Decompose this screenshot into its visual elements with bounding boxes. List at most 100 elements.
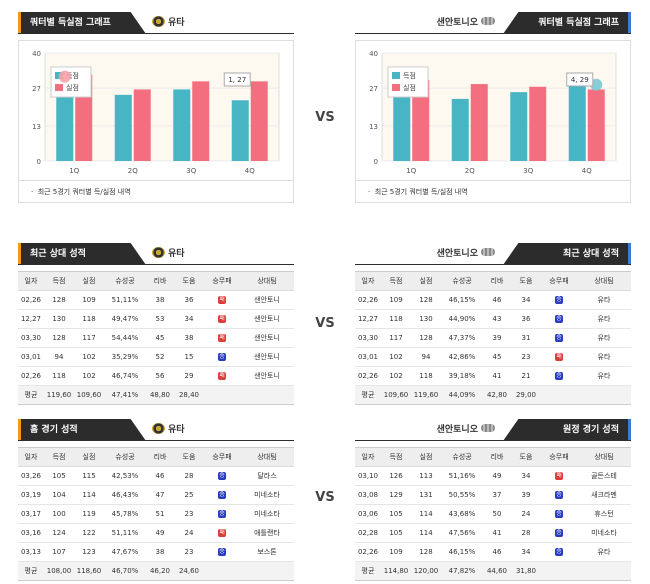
team-label: 샌안토니오 [437, 243, 495, 265]
table-cell: 41 [483, 366, 511, 386]
y-tick-label: 40 [369, 50, 378, 58]
table-cell: 38 [146, 542, 174, 562]
table-header-row: 일자 득점 실점 슈성공 리바 도움 승무패 상대팀 [355, 271, 631, 291]
bar-score [568, 82, 586, 161]
table-row: 02,28 105 114 47,56% 41 28 승 미네소타 [355, 523, 631, 543]
table-cell: 03,16 [18, 523, 44, 543]
table-cell: 02,26 [18, 290, 44, 310]
table-cell: 02,26 [355, 290, 381, 310]
home-games-title: 홈 경기 성적 [18, 419, 146, 441]
table-cell: 28 [174, 466, 204, 486]
result-badge: 승 [218, 491, 226, 499]
table-cell: 56 [146, 366, 174, 386]
bar-score [393, 88, 411, 161]
average-cell: 47,82% [441, 561, 483, 581]
quarter-chart: 0 13 27 40 1Q 2Q 3Q 4Q 득점 실점 4, 29 [355, 40, 631, 180]
table-cell: 03,01 [18, 347, 44, 367]
table-cell: 115 [74, 466, 104, 486]
result-badge: 패 [218, 315, 226, 323]
table-cell: 47,67% [104, 542, 146, 562]
x-tick-label: 1Q [69, 167, 79, 175]
bar-allowed [412, 80, 430, 161]
table-row: 03,10 126 113 51,16% 49 34 패 골든스테 [355, 466, 631, 486]
result-badge: 승 [555, 491, 563, 499]
table-cell: 03,13 [18, 542, 44, 562]
average-cell: 118,60 [74, 561, 104, 581]
column-header: 일자 [355, 271, 381, 291]
x-tick-label: 1Q [406, 167, 416, 175]
table-row: 02,26 128 109 51,11% 38 36 패 샌안토니 [18, 290, 294, 310]
table-cell: 109 [74, 290, 104, 310]
column-header: 일자 [18, 271, 44, 291]
table-cell: 35,29% [104, 347, 146, 367]
table-cell: 41 [483, 523, 511, 543]
quarter-chart: 0 13 27 40 1Q 2Q 3Q 4Q 득점 실점 1, 27 [18, 40, 294, 180]
table-cell: 107 [44, 542, 74, 562]
table-cell: 50,55% [441, 485, 483, 505]
table-cell: 03,01 [355, 347, 381, 367]
recent-title: 최근 상대 성적 [503, 243, 631, 265]
table-header-row: 일자 득점 실점 슈성공 리바 도움 승무패 상대팀 [355, 447, 631, 467]
table-cell: 25 [174, 485, 204, 505]
table-cell: 12,27 [355, 309, 381, 329]
table-cell: 34 [174, 309, 204, 329]
column-header: 리바 [483, 447, 511, 467]
table-cell: 21 [511, 366, 541, 386]
table-cell: 03,06 [355, 504, 381, 524]
table-cell: 44,90% [441, 309, 483, 329]
stats-table: 일자 득점 실점 슈성공 리바 도움 승무패 상대팀 03,10 126 113 51,16% 49 34… [355, 447, 631, 581]
recent-title: 최근 상대 성적 [18, 243, 146, 265]
y-tick-label: 40 [32, 50, 41, 58]
result-badge: 패 [218, 372, 226, 380]
table-row: 03,30 128 117 54,44% 45 38 패 샌안토니 [18, 328, 294, 348]
quarter-chart-title: 쿼터별 득실점 그래프 [18, 12, 146, 34]
table-cell: 46,15% [441, 542, 483, 562]
table-header-row: 일자 득점 실점 슈성공 리바 도움 승무패 상대팀 [18, 271, 294, 291]
table-cell: 45,78% [104, 504, 146, 524]
table-cell: 샌안토니 [240, 290, 294, 310]
tooltip-text: 4, 29 [571, 76, 589, 84]
jazz-logo-icon [152, 16, 165, 27]
table-cell: 03,17 [18, 504, 44, 524]
result-badge: 패 [218, 529, 226, 537]
table-cell: 53 [146, 309, 174, 329]
table-row: 03,08 129 131 50,55% 37 39 승 새크라멘 [355, 485, 631, 505]
table-cell: 105 [44, 466, 74, 486]
column-header: 승무패 [204, 447, 240, 467]
x-tick-label: 2Q [465, 167, 475, 175]
vs-label: VS [315, 490, 335, 505]
recent-left-panel: 최근 상대 성적 유타 일자 득점 실점 슈성공 리바 도움 승무패 상대팀 02,26 128 1… [18, 243, 294, 405]
bar-allowed [250, 81, 268, 161]
average-cell: 108,00 [44, 561, 74, 581]
table-cell: 유타 [577, 309, 631, 329]
table-cell: 03,26 [18, 466, 44, 486]
table-cell: 128 [411, 290, 441, 310]
table-row: 02,26 102 118 39,18% 41 21 승 유타 [355, 366, 631, 386]
table-header-row: 일자 득점 실점 슈성공 리바 도움 승무패 상대팀 [18, 447, 294, 467]
table-cell: 128 [411, 542, 441, 562]
table-row: 03,30 117 128 47,37% 39 31 승 유타 [355, 328, 631, 348]
table-cell: 102 [381, 366, 411, 386]
table-cell: 15 [174, 347, 204, 367]
stats-table: 일자 득점 실점 슈성공 리바 도움 승무패 상대팀 03,26 105 115 42,53% 46 28… [18, 447, 294, 581]
chart-note: · 최근 5경기 쿼터별 득/실점 내역 [355, 180, 631, 203]
table-cell: 94 [44, 347, 74, 367]
average-cell: 120,00 [411, 561, 441, 581]
table-cell: 113 [411, 466, 441, 486]
average-row: 평균 108,00 118,60 46,70% 46,20 24,60 [18, 561, 294, 581]
table-cell: 샌안토니 [240, 309, 294, 329]
table-cell: 47,37% [441, 328, 483, 348]
table-cell: 휴스턴 [577, 504, 631, 524]
result-badge: 승 [218, 548, 226, 556]
result-badge: 승 [555, 334, 563, 342]
average-cell: 47,41% [104, 385, 146, 405]
bar-score [231, 100, 249, 161]
table-cell: 128 [44, 290, 74, 310]
table-cell: 애틀랜타 [240, 523, 294, 543]
table-row: 03,26 105 115 42,53% 46 28 승 달라스 [18, 466, 294, 486]
table-row: 02,26 109 128 46,15% 46 34 승 유타 [355, 290, 631, 310]
average-cell: 44,60 [483, 561, 511, 581]
average-cell: 48,80 [146, 385, 174, 405]
average-cell: 28,40 [174, 385, 204, 405]
table-cell: 31 [511, 328, 541, 348]
